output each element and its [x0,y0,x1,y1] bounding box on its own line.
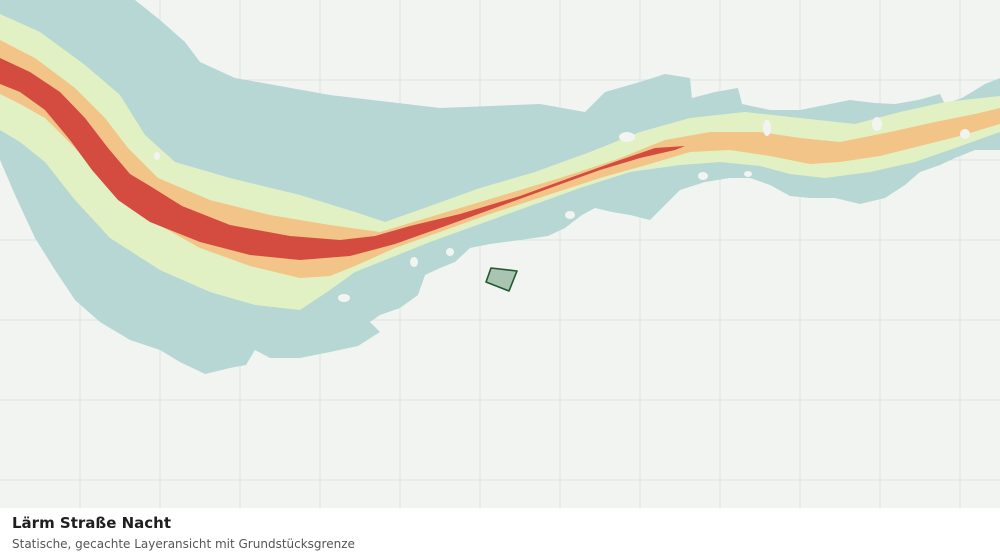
map-canvas[interactable] [0,0,1000,508]
layer-title: Lärm Straße Nacht [12,514,172,532]
map-view[interactable] [0,0,1000,508]
noise-zone-mid [0,40,1000,278]
zone-holes [154,117,970,302]
layer-subtitle: Statische, gecachte Layeransicht mit Gru… [12,537,355,551]
noise-zone-high [0,58,685,260]
caption-bar: Lärm Straße Nacht Statische, gecachte La… [0,508,1000,560]
parcel-boundary[interactable] [485,267,518,292]
